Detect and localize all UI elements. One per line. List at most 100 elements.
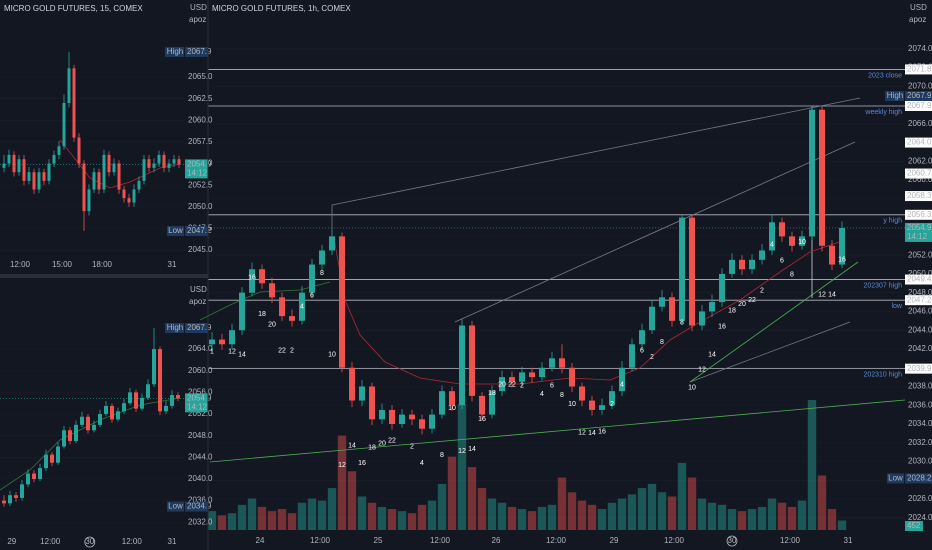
level-badge	[905, 274, 932, 285]
low-tag	[887, 473, 904, 484]
countdown: 14:12	[907, 232, 928, 241]
pivot-label: 6	[310, 292, 314, 299]
y-tick-label: 2048.0	[188, 431, 213, 440]
high-value: 2067.9	[907, 91, 932, 100]
low-tag	[167, 226, 184, 237]
volume-bar	[557, 477, 567, 530]
candle-body	[170, 395, 174, 406]
volume-bar	[217, 515, 227, 530]
level-badge	[905, 101, 932, 111]
volume-bar	[317, 500, 327, 530]
level-value: 2067.9	[907, 101, 932, 110]
volume-bar	[287, 513, 297, 530]
candle-body	[157, 154, 161, 164]
volume-bar	[447, 456, 457, 530]
candle-body	[549, 358, 555, 368]
volume-bar	[407, 513, 417, 530]
candle-body	[479, 395, 485, 415]
pivot-label: 6	[780, 258, 784, 265]
x-tick-label: 12:00	[310, 536, 331, 545]
candle-body	[137, 180, 141, 190]
x-tick-label: 15:00	[52, 260, 73, 269]
pivot-label: 4	[420, 460, 424, 467]
y-tick-label: 2050.0	[188, 202, 213, 211]
candle-body	[699, 311, 705, 326]
volume-bar	[377, 506, 387, 530]
moving-average	[59, 139, 181, 189]
candle-body	[172, 159, 176, 164]
candle-body	[102, 154, 106, 190]
countdown: 14:12	[187, 169, 208, 178]
volume-bar	[607, 502, 617, 530]
level-value: 2071.8	[907, 65, 932, 74]
candle-body	[27, 172, 31, 181]
candle-body	[339, 236, 345, 368]
candle-body	[52, 154, 56, 164]
volume-bar	[817, 475, 827, 530]
volume-bar	[747, 509, 757, 530]
candle-body	[209, 339, 215, 345]
candle-body	[68, 430, 72, 442]
y-tick-label: 2060.0	[188, 115, 213, 124]
pivot-label: 8	[790, 272, 794, 279]
candle-body	[122, 189, 126, 199]
level-badge	[905, 295, 932, 306]
candle-body	[329, 236, 335, 251]
pivot-label: 12	[228, 349, 236, 356]
y-tick-label: 2045.0	[188, 245, 213, 254]
volume-bar	[837, 520, 847, 530]
volume-bar	[707, 502, 717, 530]
moving-average	[333, 237, 846, 385]
pivot-label: 2	[410, 443, 414, 450]
volume-bar	[387, 509, 397, 530]
moving-average	[0, 397, 181, 491]
volume-bar	[687, 477, 697, 530]
volume-bar	[787, 506, 797, 530]
volume-bar	[657, 492, 667, 530]
volume-bar	[367, 502, 377, 530]
pivot-label: 12	[578, 429, 586, 436]
candle-body	[289, 316, 295, 321]
y-tick-label: 2036.0	[908, 400, 932, 409]
candle-body	[98, 414, 102, 425]
y-tick-label: 2052.0	[908, 250, 932, 259]
pivot-label: 8	[560, 392, 564, 399]
candle-body	[92, 172, 96, 190]
candle-body	[839, 227, 845, 265]
candle-body	[219, 339, 225, 345]
level-label: 202310 high	[863, 371, 902, 378]
pivot-label: 16	[248, 275, 256, 282]
pivot-label: 14	[238, 351, 246, 358]
y-tick-label: 2026.0	[908, 494, 932, 503]
candle-body	[74, 424, 78, 442]
x-tick-label: 12:00	[10, 260, 31, 269]
candle-body	[529, 372, 535, 378]
x-tick-label: 25	[374, 536, 383, 545]
candle-body	[279, 297, 285, 317]
volume-bar	[677, 462, 687, 530]
pivot-label: 16	[838, 257, 846, 264]
candle-body	[164, 405, 168, 412]
pivot-label: 2	[610, 401, 614, 408]
volume-bar	[697, 498, 707, 530]
last-value: 2054.9	[187, 393, 212, 402]
volume-bar	[577, 500, 587, 530]
pivot-label: 10	[688, 384, 696, 391]
low-value: 2028.2	[907, 474, 932, 483]
candle-body	[689, 217, 695, 326]
low-label: Low	[888, 474, 903, 483]
candle-body	[459, 325, 465, 406]
candle-body	[82, 163, 86, 212]
candle-body	[759, 250, 765, 260]
candle-body	[127, 198, 131, 203]
candle-body	[609, 391, 615, 406]
candle-body	[134, 392, 138, 409]
y-tick-label: 2034.0	[908, 419, 932, 428]
pivot-label: 18	[258, 311, 266, 318]
y-tick-label: 2040.0	[188, 474, 213, 483]
last-badge	[185, 159, 208, 179]
trend-line	[209, 399, 906, 463]
volume-bar	[567, 492, 577, 530]
candle-body	[579, 386, 585, 401]
